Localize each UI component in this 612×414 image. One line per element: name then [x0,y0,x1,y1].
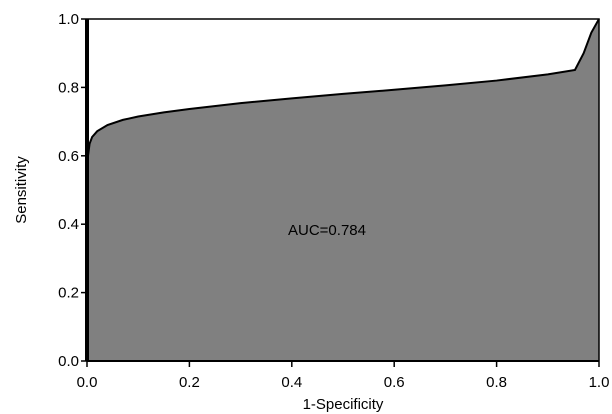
x-axis-ticks: 0.0 0.2 0.4 0.6 0.8 1.0 [77,361,610,391]
plot-area [86,18,600,362]
y-tick-label: 0.4 [58,216,79,233]
y-tick-label: 1.0 [58,11,79,28]
y-tick-label: 0.2 [58,285,79,302]
auc-annotation: AUC=0.784 [288,222,366,239]
roc-area [87,19,599,361]
x-axis-title: 1-Specificity [303,396,384,413]
roc-curve-line [86,18,600,362]
y-tick-label: 0.8 [58,79,79,96]
x-tick-label: 0.2 [179,374,200,391]
x-tick-label: 0.4 [281,374,302,391]
x-tick-label: 0.8 [486,374,507,391]
plot-frame [87,18,600,361]
y-tick-label: 0.0 [58,353,79,370]
y-tick-label: 0.6 [58,148,79,165]
x-tick-label: 0.0 [77,374,98,391]
y-axis-ticks: 0.0 0.2 0.4 0.6 0.8 1.0 [58,11,87,370]
x-tick-label: 1.0 [589,374,610,391]
y-axis-title: Sensitivity [13,156,30,224]
x-tick-label: 0.6 [384,374,405,391]
